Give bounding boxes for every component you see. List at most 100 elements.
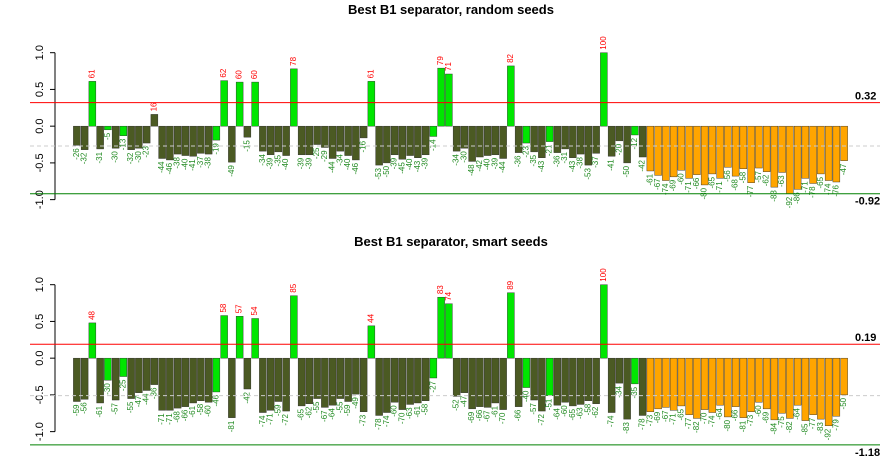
value-label: -72: [281, 414, 290, 426]
value-label: -39: [390, 157, 399, 169]
value-label: -58: [196, 403, 205, 415]
value-label: -60: [676, 173, 685, 185]
value-label: -65: [676, 408, 685, 420]
bar: [569, 125, 577, 158]
value-label: -74: [258, 415, 267, 427]
bar: [545, 357, 554, 396]
bar: [328, 357, 337, 406]
bar: [576, 125, 585, 155]
bar: [297, 125, 306, 156]
value-label: 83: [436, 285, 445, 294]
value-label: -57: [754, 170, 763, 182]
value-label: -36: [552, 155, 561, 167]
bar: [305, 125, 314, 156]
bar: [150, 357, 159, 385]
bar: [421, 357, 430, 401]
bar: [383, 357, 391, 413]
bar: [73, 125, 81, 146]
value-label: -31: [560, 151, 569, 163]
value-label: -48: [467, 164, 476, 176]
bar: [576, 357, 585, 405]
bar: [817, 125, 825, 175]
bar: [104, 357, 112, 381]
bar: [770, 357, 779, 421]
bar: [468, 357, 476, 410]
value-label: -47: [134, 395, 143, 407]
value-label: 82: [506, 53, 515, 62]
value-label: -25: [118, 379, 127, 391]
bar: [189, 125, 197, 157]
bar: [685, 357, 693, 415]
value-label: 16: [149, 102, 158, 111]
value-label: 57: [235, 304, 244, 313]
bar: [507, 292, 515, 359]
bar: [592, 125, 600, 154]
y-tick-label: 0.0: [34, 119, 46, 134]
bar: [367, 81, 376, 127]
value-label: -37: [591, 156, 600, 168]
value-label: -64: [328, 408, 337, 420]
bar: [561, 357, 569, 403]
value-label: -64: [552, 408, 561, 420]
value-label: -16: [359, 140, 368, 152]
bar: [80, 125, 89, 150]
bar: [445, 303, 453, 359]
bar: [514, 125, 523, 153]
bar: [414, 125, 422, 158]
y-tick-label: -1.0: [34, 422, 46, 441]
bar: [499, 357, 507, 410]
value-label: -39: [266, 157, 275, 169]
value-label: -65: [816, 176, 825, 188]
value-label: -78: [374, 418, 383, 430]
value-label: -83: [816, 422, 825, 434]
value-label: -82: [692, 421, 701, 433]
value-label: -71: [165, 413, 174, 425]
value-label: -38: [204, 157, 213, 169]
bar: [359, 125, 368, 139]
value-label: -43: [413, 160, 422, 172]
value-label: -40: [483, 158, 492, 170]
bar: [383, 125, 391, 164]
value-label: -73: [359, 414, 368, 426]
bar: [584, 357, 593, 401]
value-label: -68: [173, 411, 182, 423]
value-label: -20: [614, 143, 623, 155]
bar: [290, 68, 298, 127]
bar: [538, 125, 546, 158]
bar: [623, 125, 631, 164]
value-label: -50: [839, 397, 848, 409]
bar: [135, 357, 143, 393]
value-label: -46: [165, 162, 174, 174]
bar: [111, 357, 120, 401]
value-label: -65: [707, 176, 716, 188]
bar: [832, 357, 841, 417]
bar: [483, 125, 492, 156]
bar: [80, 357, 89, 400]
value-label: -36: [514, 155, 523, 167]
value-label: -68: [731, 179, 740, 191]
value-label: -69: [653, 411, 662, 423]
value-label: 85: [289, 283, 298, 292]
bar: [669, 125, 678, 178]
value-label: -15: [242, 140, 251, 152]
bar: [73, 357, 81, 402]
bar: [127, 125, 135, 150]
value-label: -34: [258, 154, 267, 166]
bar: [693, 357, 701, 419]
bar: [414, 357, 422, 404]
bar: [282, 357, 290, 412]
bar: [119, 125, 128, 136]
bar: [739, 357, 748, 418]
bar: [119, 357, 128, 377]
bar: [507, 65, 515, 127]
bar: [646, 357, 655, 412]
bar: [669, 357, 678, 411]
value-label: -73: [645, 414, 654, 426]
bar: [142, 357, 151, 391]
value-label: 61: [366, 69, 375, 78]
value-label: -66: [475, 409, 484, 421]
bar: [646, 125, 655, 172]
bar: [824, 125, 833, 181]
bar: [352, 357, 360, 395]
value-label: -23: [521, 146, 530, 158]
